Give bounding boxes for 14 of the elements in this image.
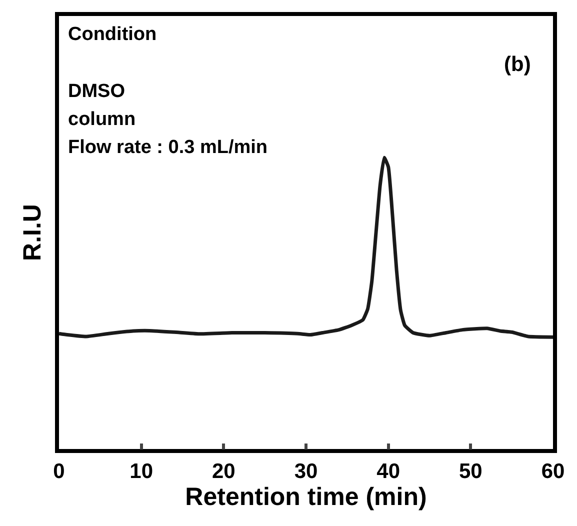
x-tick-label: 60 xyxy=(541,460,565,483)
x-tick-label: 30 xyxy=(294,460,318,483)
x-tick-label: 40 xyxy=(376,460,400,483)
x-tick-label: 20 xyxy=(212,460,236,483)
x-axis-title: Retention time (min) xyxy=(185,482,427,511)
x-tick-label: 10 xyxy=(130,460,154,483)
x-tick-label: 0 xyxy=(53,460,65,483)
text: column xyxy=(68,109,136,130)
annotation: Flow rate : 0.3 mL/min xyxy=(68,137,268,158)
text: DMSO xyxy=(68,81,125,102)
y-axis-title: R.I.U xyxy=(18,204,46,261)
text: (b) xyxy=(504,53,531,76)
text: Condition xyxy=(68,24,157,45)
x-tick-label: 50 xyxy=(458,460,482,483)
